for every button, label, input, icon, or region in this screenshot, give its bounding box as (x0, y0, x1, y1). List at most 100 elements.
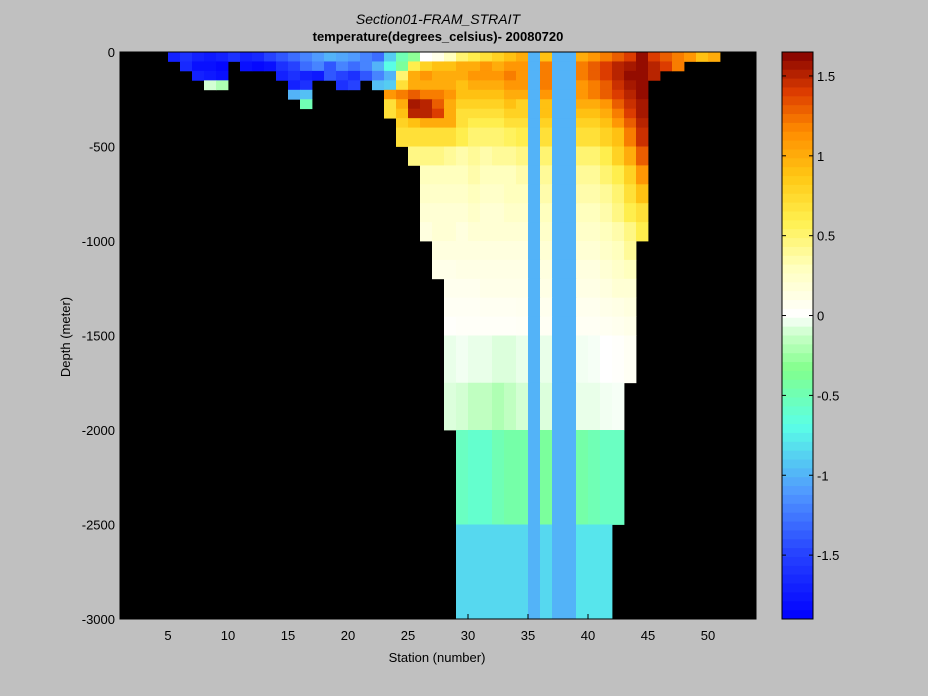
heatmap-cell (636, 203, 649, 223)
plot-area (119, 51, 757, 620)
heatmap-cell (468, 99, 481, 110)
colorbar-segment (782, 477, 813, 487)
colorbar-segment (782, 388, 813, 399)
heatmap-cell (624, 108, 637, 119)
heatmap-cell (564, 61, 577, 72)
y-axis: 0 -500 -1000 -1500 -2000 -2500 -3000 (82, 45, 125, 627)
heatmap-cell (528, 118, 541, 128)
heatmap-cell (444, 335, 457, 384)
heatmap-cell (504, 430, 517, 525)
heatmap-cell (492, 524, 505, 619)
heatmap-cell (420, 127, 433, 147)
heatmap-cell (336, 61, 349, 72)
heatmap-cell (564, 430, 577, 525)
heatmap-cell (576, 52, 589, 62)
heatmap-cell (216, 80, 229, 91)
heatmap-cell (492, 259, 505, 280)
heatmap-cell (480, 241, 493, 261)
heatmap-cell (408, 61, 421, 72)
heatmap-cell (588, 89, 601, 100)
heatmap-cell (468, 335, 481, 384)
heatmap-cell (516, 118, 529, 128)
colorbar-segment (782, 494, 813, 505)
heatmap-cell (360, 52, 373, 62)
heatmap-cell (396, 80, 409, 91)
heatmap-cell (480, 184, 493, 204)
heatmap-cell (516, 259, 529, 280)
heatmap-cell (600, 335, 613, 384)
colorbar-segment (782, 335, 813, 345)
heatmap-cell (552, 89, 565, 100)
heatmap-cell (636, 52, 649, 62)
heatmap-cell (492, 165, 505, 185)
heatmap-cell (636, 146, 649, 166)
heatmap-cell (192, 61, 205, 72)
heatmap-cell (480, 70, 493, 81)
heatmap-cell (612, 61, 625, 72)
heatmap-cell (660, 52, 673, 62)
heatmap-cell (516, 430, 529, 525)
heatmap-cell (504, 524, 517, 619)
heatmap-cell (564, 203, 577, 223)
x-axis: 5 10 15 20 25 30 35 40 45 50 (164, 614, 715, 643)
heatmap-cell (300, 99, 313, 110)
colorbar-segment (782, 238, 813, 248)
heatmap-cell (540, 259, 553, 280)
heatmap-cell (576, 70, 589, 81)
heatmap-cell (528, 165, 541, 185)
heatmap-cell (492, 241, 505, 261)
heatmap-cell (540, 297, 553, 317)
heatmap-cell (588, 127, 601, 147)
heatmap-cell (516, 524, 529, 619)
heatmap-cell (468, 80, 481, 91)
heatmap-cell (588, 259, 601, 280)
heatmap-cell (192, 70, 205, 81)
heatmap-cell (624, 222, 637, 242)
x-tick-label: 5 (164, 628, 171, 643)
colorbar-segment (782, 486, 813, 496)
heatmap-cell (600, 203, 613, 223)
colorbar-tick-label: 0.5 (817, 229, 835, 244)
heatmap-cell (564, 127, 577, 147)
heatmap-cell (444, 108, 457, 119)
heatmap-cell (636, 222, 649, 242)
heatmap-cell (504, 70, 517, 81)
heatmap-cell (708, 52, 721, 62)
colorbar-segment (782, 326, 813, 336)
heatmap-cell (516, 89, 529, 100)
heatmap-cell (444, 184, 457, 204)
y-tick-label: -2000 (82, 423, 115, 438)
colorbar-segment (782, 406, 813, 416)
heatmap-cell (516, 297, 529, 317)
heatmap-cell (540, 184, 553, 204)
heatmap-cell (516, 80, 529, 91)
heatmap-cell (612, 80, 625, 91)
heatmap-cell (300, 80, 313, 91)
colorbar-segment (782, 424, 813, 434)
heatmap-cell (600, 259, 613, 280)
heatmap-cell (528, 52, 541, 62)
colorbar-segment (782, 202, 813, 212)
heatmap-cell (504, 382, 517, 431)
colorbar-segment (782, 415, 813, 425)
colorbar-segment (782, 229, 813, 239)
heatmap-cell (540, 222, 553, 242)
heatmap-cell (480, 89, 493, 100)
heatmap-cell (468, 61, 481, 72)
heatmap-cell (216, 70, 229, 81)
heatmap-cell (612, 184, 625, 204)
heatmap-cell (336, 52, 349, 62)
colorbar-segment (782, 52, 813, 62)
heatmap-cell (432, 127, 445, 147)
heatmap-cell (336, 70, 349, 81)
heatmap-cell (600, 524, 613, 619)
colorbar-segment (782, 397, 813, 407)
heatmap-cell (588, 382, 601, 431)
heatmap-cell (564, 52, 577, 62)
y-tick-label: 0 (108, 45, 115, 60)
heatmap-cell (468, 316, 481, 336)
heatmap-cell (528, 127, 541, 147)
heatmap-cell (492, 146, 505, 166)
heatmap-cell (480, 335, 493, 384)
